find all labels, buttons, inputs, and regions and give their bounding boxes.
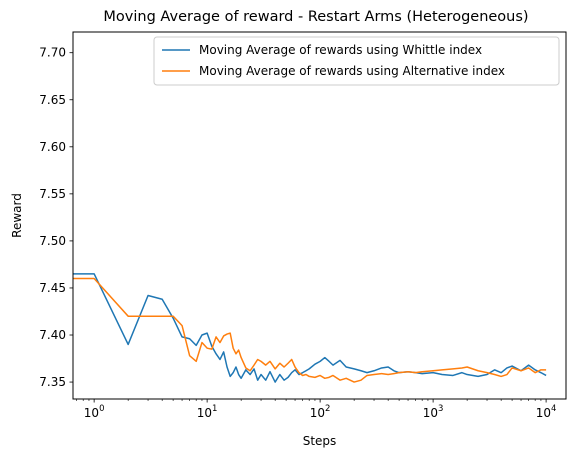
y-tick-label: 7.70: [39, 46, 66, 60]
y-tick-label: 7.35: [39, 375, 66, 389]
x-axis-label: Steps: [303, 434, 337, 448]
series-layer: [73, 273, 547, 383]
legend-label-1: Moving Average of rewards using Whittle …: [199, 43, 482, 57]
y-axis: 7.35 7.40 7.45 7.50 7.55 7.60 7.65 7.70: [39, 46, 73, 389]
series-line-1: [73, 273, 547, 383]
legend-box: [153, 36, 560, 86]
x-tick-label: 102: [310, 404, 331, 420]
y-tick-label: 7.50: [39, 234, 66, 248]
x-tick-label: 101: [197, 404, 218, 420]
x-tick-label: 103: [423, 404, 444, 420]
y-axis-label: Reward: [10, 193, 24, 238]
legend-label-2: Moving Average of rewards using Alternat…: [199, 64, 505, 78]
y-tick-label: 7.65: [39, 93, 66, 107]
plot-frame: [72, 31, 567, 400]
y-tick-label: 7.55: [39, 187, 66, 201]
chart-title: Moving Average of reward - Restart Arms …: [103, 9, 528, 25]
y-tick-label: 7.45: [39, 281, 66, 295]
x-axis: 100 101 102 103 104: [76, 399, 557, 420]
x-tick-label: 100: [84, 404, 105, 420]
y-tick-label: 7.40: [39, 328, 66, 342]
legend: Moving Average of rewards using Whittle …: [153, 36, 560, 86]
x-tick-label: 104: [536, 404, 557, 420]
series-line-2: [73, 277, 547, 383]
y-tick-label: 7.60: [39, 140, 66, 154]
